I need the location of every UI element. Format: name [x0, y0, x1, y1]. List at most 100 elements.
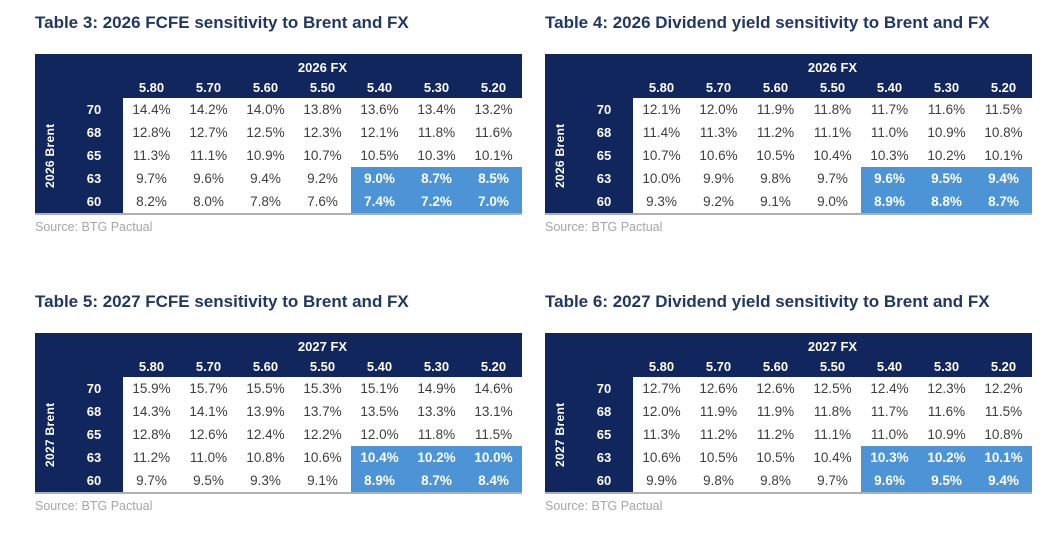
- brent-axis-title: 2027 Brent: [35, 377, 65, 492]
- data-cell: 9.2%: [690, 190, 747, 213]
- fx-column-header: 5.20: [975, 76, 1032, 98]
- brent-row-header: 60: [65, 469, 123, 492]
- data-cell: 11.3%: [123, 144, 180, 167]
- brent-row-header: 68: [575, 400, 633, 423]
- data-cell: 13.8%: [294, 98, 351, 121]
- data-cell: 10.7%: [294, 144, 351, 167]
- data-cell: 12.7%: [180, 121, 237, 144]
- data-cell: 14.1%: [180, 400, 237, 423]
- panel-table-4: Table 4: 2026 Dividend yield sensitivity…: [545, 13, 1032, 235]
- data-cell: 12.7%: [633, 377, 690, 400]
- data-cell: 15.5%: [237, 377, 294, 400]
- data-cell: 9.3%: [633, 190, 690, 213]
- fx-column-header: 5.30: [408, 76, 465, 98]
- brent-row-header: 63: [65, 167, 123, 190]
- data-cell-highlighted: 10.0%: [465, 446, 522, 469]
- data-cell: 12.2%: [975, 377, 1032, 400]
- fx-column-header: 5.60: [237, 355, 294, 377]
- data-cell: 10.8%: [975, 423, 1032, 446]
- data-cell-highlighted: 10.2%: [918, 446, 975, 469]
- data-cell: 11.2%: [747, 423, 804, 446]
- data-cell-highlighted: 7.2%: [408, 190, 465, 213]
- data-cell: 12.2%: [294, 423, 351, 446]
- brent-row-header: 60: [575, 190, 633, 213]
- brent-row-header: 70: [575, 377, 633, 400]
- data-cell-highlighted: 8.7%: [975, 190, 1032, 213]
- data-cell: 14.2%: [180, 98, 237, 121]
- data-cell: 11.6%: [465, 121, 522, 144]
- data-cell: 10.3%: [861, 144, 918, 167]
- fx-column-header: 5.40: [351, 76, 408, 98]
- data-cell: 11.9%: [747, 98, 804, 121]
- data-cell: 15.3%: [294, 377, 351, 400]
- data-cell-highlighted: 8.8%: [918, 190, 975, 213]
- data-cell-highlighted: 9.0%: [351, 167, 408, 190]
- table-3-title: Table 3: 2026 FCFE sensitivity to Brent …: [35, 13, 409, 32]
- brent-row-header: 65: [575, 144, 633, 167]
- data-cell: 12.3%: [918, 377, 975, 400]
- data-cell: 9.0%: [804, 190, 861, 213]
- data-cell: 9.2%: [294, 167, 351, 190]
- data-cell-highlighted: 9.5%: [918, 469, 975, 492]
- data-cell: 10.3%: [408, 144, 465, 167]
- data-cell: 12.1%: [633, 98, 690, 121]
- data-cell-highlighted: 8.9%: [861, 190, 918, 213]
- data-cell: 11.9%: [690, 400, 747, 423]
- data-cell: 8.0%: [180, 190, 237, 213]
- data-cell: 12.4%: [861, 377, 918, 400]
- data-cell: 14.3%: [123, 400, 180, 423]
- data-cell: 9.1%: [294, 469, 351, 492]
- data-cell: 10.6%: [294, 446, 351, 469]
- data-cell: 12.4%: [237, 423, 294, 446]
- data-cell-highlighted: 9.4%: [975, 469, 1032, 492]
- table-4-title: Table 4: 2026 Dividend yield sensitivity…: [545, 13, 990, 32]
- data-cell: 11.9%: [747, 400, 804, 423]
- data-cell: 11.3%: [633, 423, 690, 446]
- fx-column-header: 5.80: [123, 76, 180, 98]
- fx-column-header: 5.70: [180, 76, 237, 98]
- fx-column-header: 5.70: [690, 355, 747, 377]
- panel-table-3: Table 3: 2026 FCFE sensitivity to Brent …: [35, 13, 522, 235]
- data-cell-highlighted: 9.6%: [861, 469, 918, 492]
- fx-column-header: 5.30: [918, 76, 975, 98]
- brent-axis-title: 2026 Brent: [35, 98, 65, 213]
- brent-row-header: 65: [65, 144, 123, 167]
- data-cell-highlighted: 10.2%: [408, 446, 465, 469]
- data-cell: 10.9%: [918, 423, 975, 446]
- data-cell: 13.6%: [351, 98, 408, 121]
- table-corner-blank: [545, 54, 633, 98]
- data-cell: 9.9%: [690, 167, 747, 190]
- data-cell: 10.6%: [690, 144, 747, 167]
- data-cell: 9.9%: [633, 469, 690, 492]
- data-cell: 12.3%: [294, 121, 351, 144]
- data-cell: 11.8%: [804, 98, 861, 121]
- data-cell: 9.4%: [237, 167, 294, 190]
- data-cell: 10.5%: [747, 144, 804, 167]
- table-6-sensitivity-grid: 2027 FX 5.80 5.70 5.60 5.50 5.40 5.30 5.20 2027 …: [545, 333, 1032, 494]
- data-cell: 10.1%: [975, 144, 1032, 167]
- data-cell: 12.5%: [804, 377, 861, 400]
- data-cell: 11.5%: [975, 98, 1032, 121]
- data-cell: 15.7%: [180, 377, 237, 400]
- data-cell-highlighted: 10.1%: [975, 446, 1032, 469]
- data-cell: 13.3%: [408, 400, 465, 423]
- data-cell: 9.8%: [690, 469, 747, 492]
- brent-row-header: 70: [65, 98, 123, 121]
- data-cell: 11.7%: [861, 400, 918, 423]
- data-cell-highlighted: 9.5%: [918, 167, 975, 190]
- fx-column-header: 5.40: [861, 355, 918, 377]
- data-cell-highlighted: 8.5%: [465, 167, 522, 190]
- data-cell-highlighted: 7.0%: [465, 190, 522, 213]
- data-cell: 9.7%: [123, 167, 180, 190]
- data-cell: 9.8%: [747, 469, 804, 492]
- data-cell-highlighted: 9.6%: [861, 167, 918, 190]
- table-5-source: Source: BTG Pactual: [35, 499, 153, 513]
- data-cell: 10.9%: [918, 121, 975, 144]
- fx-column-header: 5.60: [747, 76, 804, 98]
- data-cell: 10.9%: [237, 144, 294, 167]
- data-cell-highlighted: 7.4%: [351, 190, 408, 213]
- data-cell: 11.8%: [408, 423, 465, 446]
- data-cell: 9.7%: [804, 167, 861, 190]
- data-cell: 11.2%: [747, 121, 804, 144]
- data-cell: 12.6%: [690, 377, 747, 400]
